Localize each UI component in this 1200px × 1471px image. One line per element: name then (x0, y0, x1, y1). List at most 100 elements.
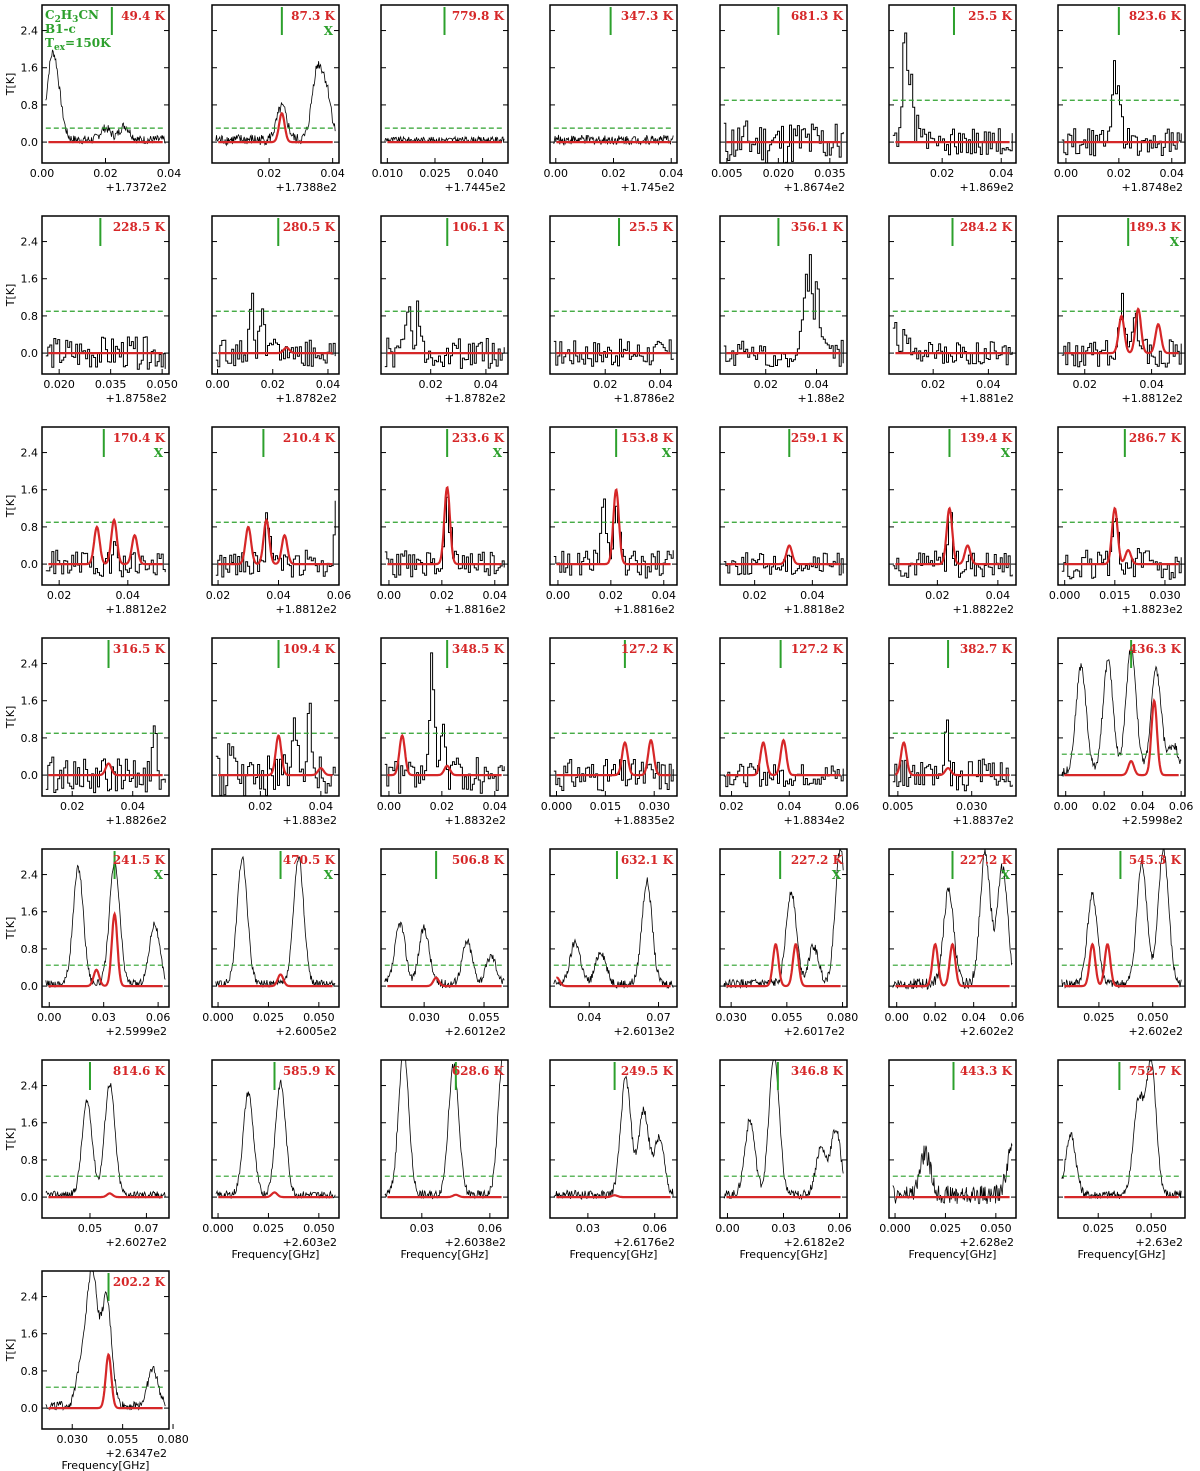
panel-frame (41, 215, 170, 375)
y-axis-label: T[K] (4, 73, 17, 97)
model-spectrum (387, 976, 502, 988)
x-tick-label: 0.00 (377, 800, 402, 813)
upper-energy-label: 170.4 K (113, 431, 166, 445)
model-spectrum (218, 1191, 333, 1199)
panel-frame (888, 215, 1017, 375)
observed-spectrum (384, 921, 505, 989)
observed-spectrum (892, 719, 1013, 792)
x-tick-label: 0.00 (544, 167, 569, 180)
panel-frame (41, 637, 170, 797)
spectrum-panel: 25.5 K 0.02 0.04+1.8786e2 (549, 215, 678, 405)
model-spectrum (726, 544, 841, 566)
x-tick-label: 0.00 (37, 1011, 62, 1024)
x-tick-label: 0.025 (930, 1222, 962, 1235)
spectrum-panel: 170.4 KX 0.02 0.04+1.8812e2 0.0 0.8 1.6 2.4 T[K… (4, 426, 170, 616)
x-offset-label: +1.8782e2 (445, 392, 506, 405)
y-tick-label: 0.8 (21, 521, 39, 534)
x-axis-label: Frequency[GHz] (401, 1248, 489, 1261)
panel-frame (549, 637, 678, 797)
x-axis-label: Frequency[GHz] (62, 1459, 150, 1471)
panel-frame (41, 1270, 170, 1430)
y-tick-label: 0.8 (21, 943, 39, 956)
model-spectrum (1064, 506, 1179, 566)
x-tick-label: 0.03 (410, 1222, 435, 1235)
model-spectrum (48, 517, 163, 566)
blend-flag-marker: X (1001, 446, 1011, 460)
x-offset-label: +1.8758e2 (106, 392, 167, 405)
x-tick-label: 0.025 (419, 167, 451, 180)
panel-frame (380, 637, 509, 797)
upper-energy-label: 227.2 K (960, 853, 1013, 867)
upper-energy-label: 628.6 K (452, 1064, 505, 1078)
x-tick-label: 0.02 (921, 378, 946, 391)
x-offset-label: +1.883e2 (283, 814, 337, 827)
panel-frame (719, 426, 848, 586)
panel-frame (1057, 848, 1186, 1008)
spectrum-panel: 210.4 K 0.02 0.04 0.06+1.8812e2 (206, 426, 351, 616)
observed-spectrum (723, 763, 844, 788)
x-axis-label: Frequency[GHz] (1078, 1248, 1166, 1261)
upper-energy-label: 286.7 K (1129, 431, 1182, 445)
spectrum-panel: 127.2 K 0.000 0.015 0.030+1.8835e2 (541, 637, 678, 827)
x-tick-label: 0.050 (980, 1222, 1012, 1235)
y-axis-label: T[K] (4, 706, 17, 730)
spectrum-panel: 228.5 K 0.020 0.035 0.050+1.8758e2 0.0 0.8 1.6… (4, 215, 178, 405)
observed-spectrum (553, 877, 674, 989)
upper-energy-label: 284.2 K (960, 220, 1013, 234)
spectrum-panel: 545.3 K 0.025 0.050+2.602e2 (1057, 848, 1186, 1038)
x-tick-label: 0.055 (107, 1433, 139, 1446)
x-offset-label: +1.7372e2 (106, 181, 167, 194)
x-offset-label: +2.6027e2 (106, 1236, 167, 1249)
spectrum-panel: 814.6 K 0.05 0.07+2.6027e2 0.0 0.8 1.6 2.4 T[K] (4, 1059, 170, 1249)
panel-frame (41, 1059, 170, 1219)
x-tick-label: 0.015 (590, 800, 622, 813)
observed-spectrum (1061, 518, 1182, 580)
x-tick-label: 0.02 (430, 589, 455, 602)
spectrum-panel: 823.6 K 0.00 0.02 0.04+1.8748e2 (1054, 4, 1186, 194)
upper-energy-label: 249.5 K (621, 1064, 674, 1078)
panel-frame (380, 848, 509, 1008)
model-spectrum (48, 1192, 163, 1199)
observed-spectrum (215, 292, 336, 368)
spectrum-panel: 87.3 KX 0.02 0.04+1.7388e2 (211, 4, 345, 194)
x-offset-label: +1.8674e2 (784, 181, 845, 194)
x-offset-label: +1.869e2 (960, 181, 1014, 194)
x-offset-label: +1.8822e2 (953, 603, 1014, 616)
y-tick-label: 2.4 (21, 447, 39, 460)
model-spectrum (555, 976, 671, 988)
model-spectrum (218, 973, 333, 988)
model-spectrum (1064, 942, 1179, 988)
x-tick-label: 0.050 (146, 378, 178, 391)
x-offset-label: +2.6005e2 (276, 1025, 337, 1038)
x-tick-label: 0.02 (742, 589, 767, 602)
observed-spectrum (45, 860, 166, 988)
upper-energy-label: 814.6 K (113, 1064, 166, 1078)
x-tick-label: 0.030 (638, 800, 670, 813)
model-spectrum (556, 1194, 671, 1199)
x-tick-label: 0.055 (771, 1011, 803, 1024)
upper-energy-label: 127.2 K (621, 642, 674, 656)
model-spectrum (895, 942, 1010, 988)
spectrum-panel: 436.3 K 0.00 0.02 0.04 0.06+2.5998e2 (1053, 637, 1193, 827)
observed-spectrum (215, 500, 336, 578)
observed-spectrum (1061, 849, 1182, 989)
x-tick-label: 0.04 (266, 589, 291, 602)
panel-frame (888, 848, 1017, 1008)
x-tick-label: 0.015 (1099, 589, 1131, 602)
model-spectrum (894, 741, 1010, 777)
x-tick-label: 0.04 (483, 800, 508, 813)
y-tick-label: 0.8 (21, 732, 39, 745)
spectrum-panel: 227.2 KX 0.00 0.02 0.04 0.06+2.602e2 (884, 848, 1024, 1038)
x-tick-label: 0.03 (576, 1222, 601, 1235)
x-offset-label: +2.628e2 (960, 1236, 1014, 1249)
upper-energy-label: 823.6 K (1129, 9, 1182, 23)
upper-energy-label: 228.5 K (113, 220, 166, 234)
y-axis-label: T[K] (4, 495, 17, 519)
x-offset-label: +1.8818e2 (784, 603, 845, 616)
x-offset-label: +2.6038e2 (445, 1236, 506, 1249)
upper-energy-label: 506.8 K (452, 853, 505, 867)
x-tick-label: 0.005 (711, 167, 743, 180)
spectrum-panel: 153.8 KX 0.00 0.02 0.04+1.8816e2 (546, 426, 678, 616)
spectrum-panel: 356.1 K 0.02 0.04+1.88e2 (719, 215, 848, 405)
x-tick-label: 0.050 (1137, 1011, 1169, 1024)
